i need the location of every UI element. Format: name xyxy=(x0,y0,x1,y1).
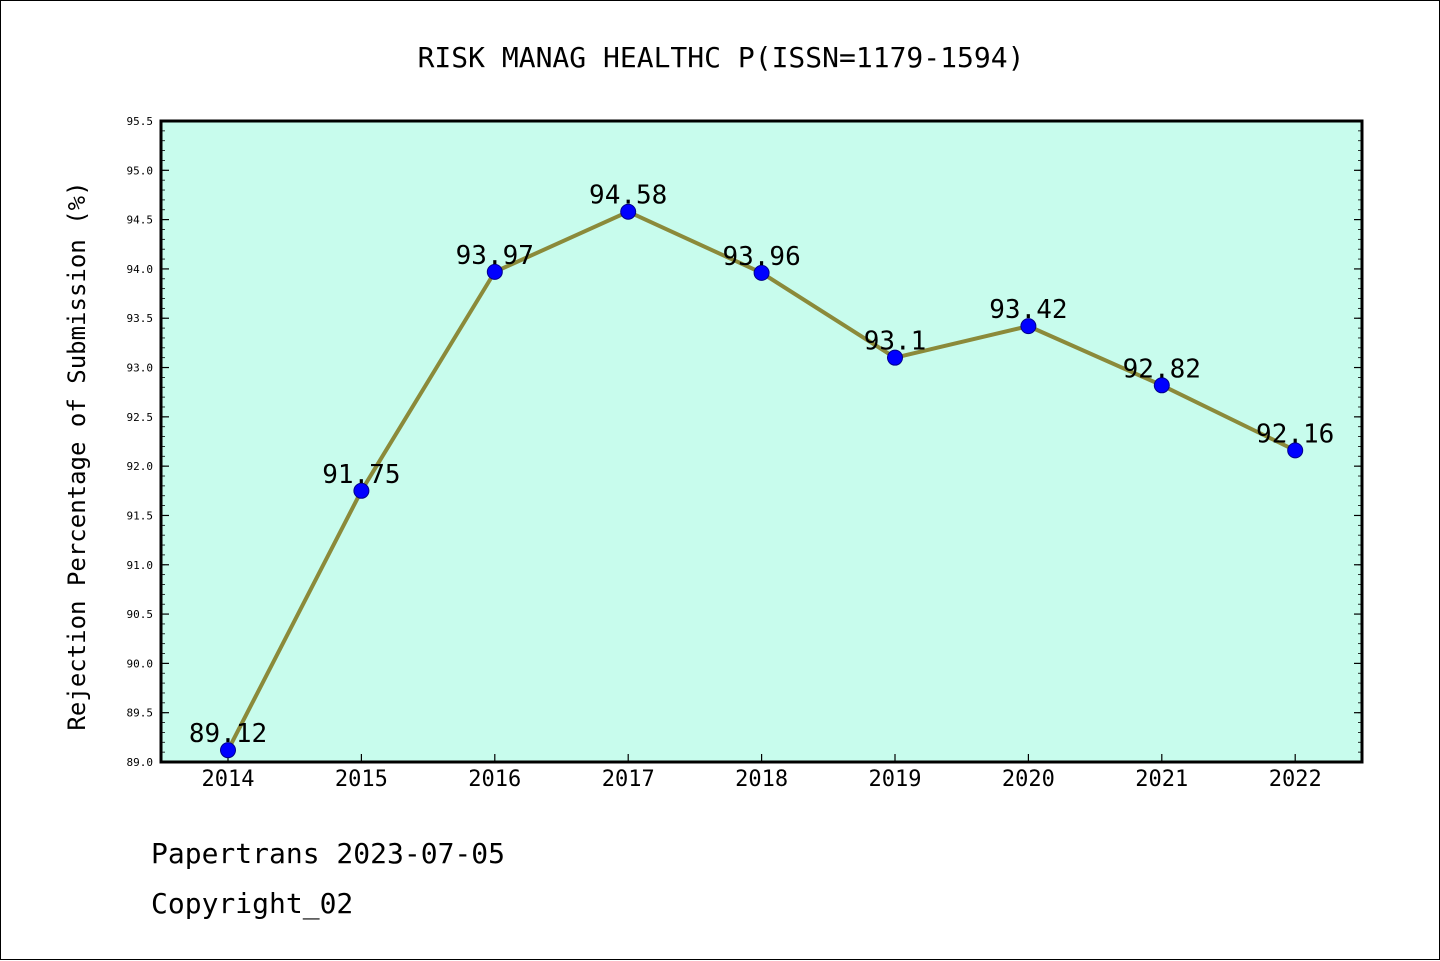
x-tick-label: 2020 xyxy=(1002,767,1055,792)
x-tick-label: 2014 xyxy=(202,767,255,792)
x-tick-label: 2018 xyxy=(735,767,788,792)
x-tick-label: 2022 xyxy=(1269,767,1322,792)
data-point xyxy=(753,264,770,281)
data-point xyxy=(887,349,903,366)
y-tick-label: 91.0 xyxy=(127,559,154,572)
y-tick-label: 93.0 xyxy=(127,362,154,375)
data-label: 92.16 xyxy=(1256,419,1334,449)
y-tick-label: 93.5 xyxy=(127,312,154,325)
data-label: 93.97 xyxy=(456,241,534,271)
y-tick-label: 95.5 xyxy=(127,115,154,128)
data-label: 91.75 xyxy=(322,460,400,490)
y-axis: 89.0 89.5 90.0 90.5 91.0 91.5 92.0 92.5 93.0 93.5… xyxy=(127,115,1362,769)
data-point xyxy=(353,482,370,499)
footer-date: Papertrans 2023-07-05 xyxy=(151,837,506,870)
y-tick-label: 90.0 xyxy=(127,657,154,670)
x-tick-label: 2016 xyxy=(468,767,521,792)
x-tick-label: 2019 xyxy=(869,767,922,792)
footer-copyright: Copyright_02 xyxy=(151,887,354,920)
y-tick-label: 89.5 xyxy=(127,707,154,720)
data-label: 93.42 xyxy=(989,295,1067,325)
y-axis-label: Rejection Percentage of Submission (%) xyxy=(63,181,91,730)
data-label: 93.96 xyxy=(722,242,800,272)
x-tick-label: 2017 xyxy=(602,767,655,792)
data-point xyxy=(620,203,637,220)
data-point xyxy=(486,263,503,280)
data-label: 93.1 xyxy=(864,327,927,357)
y-tick-label: 89.0 xyxy=(127,756,154,769)
y-tick-label: 92.0 xyxy=(127,460,154,473)
series-group: 89.12 91.75 93.97 94.58 93.96 93.1 93.42 92.82 9… xyxy=(189,181,1334,759)
x-tick-label: 2015 xyxy=(335,767,388,792)
data-label: 94.58 xyxy=(589,181,667,211)
x-axis: 2014 2015 2016 2017 2018 2019 2020 2021 2022 xyxy=(202,754,1322,792)
data-point xyxy=(1287,442,1304,459)
data-label: 89.12 xyxy=(189,719,267,749)
data-point xyxy=(1020,318,1037,335)
data-label: 92.82 xyxy=(1123,354,1201,384)
y-tick-label: 92.5 xyxy=(127,411,154,424)
chart-title: RISK MANAG HEALTHC P(ISSN=1179-1594) xyxy=(418,41,1025,74)
y-tick-label: 94.0 xyxy=(127,263,154,276)
y-tick-label: 90.5 xyxy=(127,608,154,621)
data-point xyxy=(1153,377,1170,394)
y-tick-label: 91.5 xyxy=(127,509,154,522)
y-tick-label: 95.0 xyxy=(127,164,154,177)
x-tick-label: 2021 xyxy=(1135,767,1188,792)
y-tick-label: 94.5 xyxy=(127,214,154,227)
data-point xyxy=(220,742,236,759)
plot-area xyxy=(159,119,1364,764)
